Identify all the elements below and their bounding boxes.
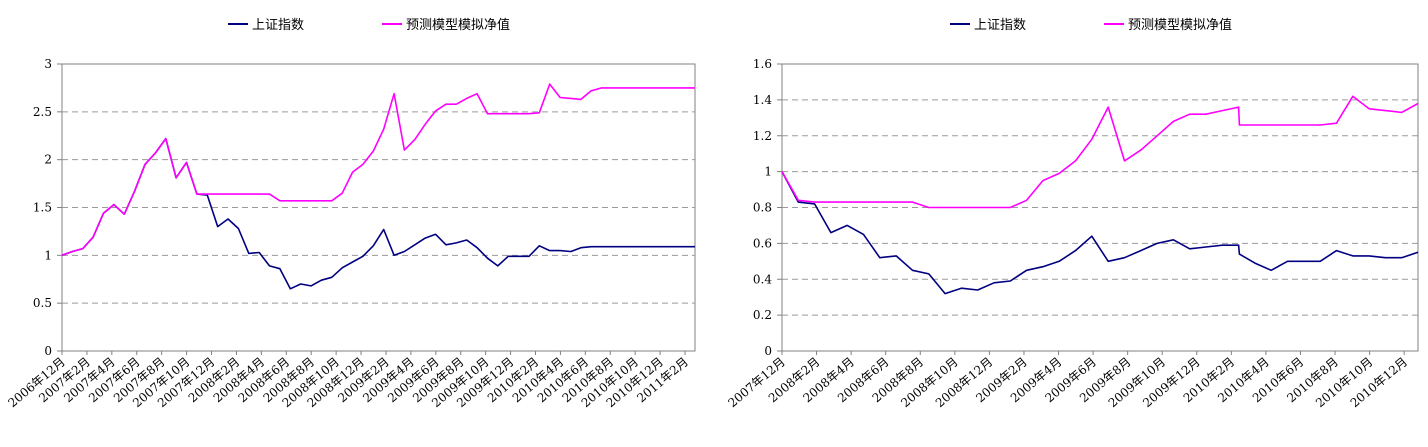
y-tick-label: 0.6 bbox=[753, 236, 772, 250]
legend-label: 预测模型模拟净值 bbox=[1128, 17, 1232, 33]
y-tick-label: 1 bbox=[44, 248, 52, 262]
series-line-model-nav bbox=[781, 95, 1419, 209]
y-tick-label: 0 bbox=[764, 344, 772, 358]
y-tick-label: 3 bbox=[44, 57, 52, 71]
y-tick-label: 0.2 bbox=[753, 308, 772, 322]
y-tick-label: 1.6 bbox=[753, 57, 772, 71]
y-tick-label: 1 bbox=[764, 165, 772, 179]
y-tick-label: 1.4 bbox=[753, 93, 772, 107]
y-tick-label: 2 bbox=[44, 153, 52, 167]
y-tick-label: 2.5 bbox=[33, 105, 52, 119]
legend-label: 上证指数 bbox=[252, 18, 304, 33]
y-tick-label: 0.4 bbox=[753, 272, 772, 286]
chart-1: 00.511.522.532006年12月2007年2月2007年4月2007年… bbox=[5, 17, 696, 410]
series-line-shanghai-index bbox=[781, 171, 1419, 295]
legend-label: 预测模型模拟净值 bbox=[406, 17, 510, 33]
y-tick-label: 0 bbox=[44, 344, 52, 358]
legend-label: 上证指数 bbox=[974, 18, 1026, 33]
series-line-shanghai-index bbox=[61, 137, 695, 290]
y-tick-label: 1.5 bbox=[33, 201, 52, 215]
chart-2: 00.20.40.60.811.21.41.62007年12月2008年2月20… bbox=[725, 17, 1419, 410]
y-tick-label: 0.8 bbox=[753, 201, 772, 215]
series-line-model-nav bbox=[61, 83, 695, 257]
y-tick-label: 0.5 bbox=[33, 296, 52, 310]
y-tick-label: 1.2 bbox=[753, 129, 772, 143]
